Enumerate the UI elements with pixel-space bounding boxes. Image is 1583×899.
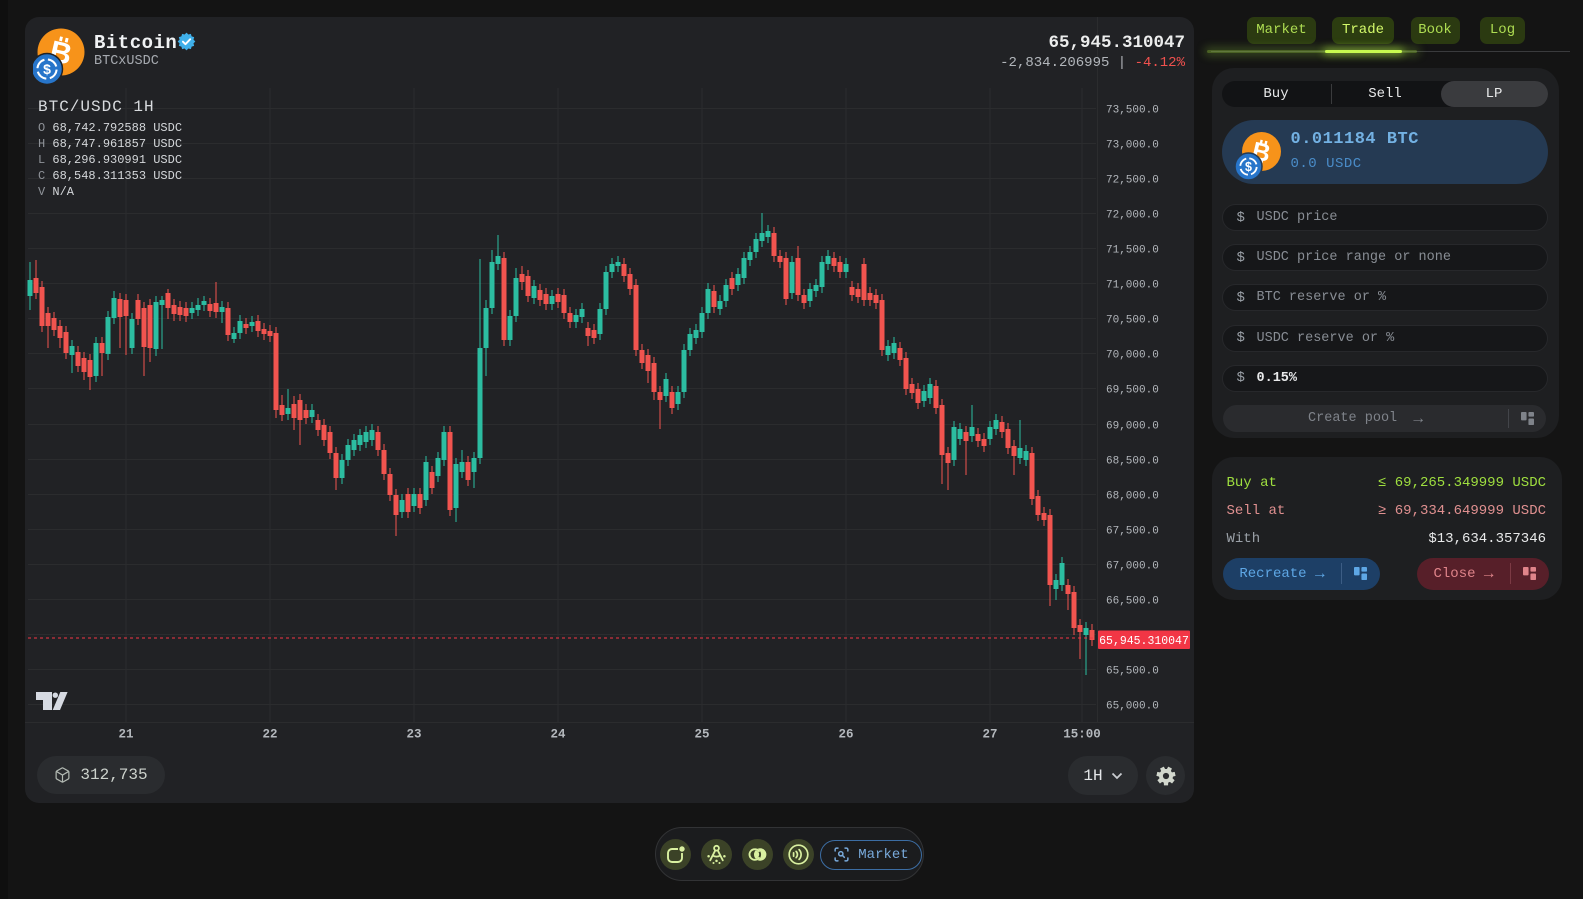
svg-text:27: 27 xyxy=(982,728,997,742)
svg-text:69,000.0: 69,000.0 xyxy=(1106,421,1159,433)
svg-text:26: 26 xyxy=(838,728,853,742)
svg-text:$: $ xyxy=(43,61,51,77)
svg-text:69,500.0: 69,500.0 xyxy=(1106,385,1159,397)
svg-text:68,000.0: 68,000.0 xyxy=(1106,491,1159,503)
svg-text:70,000.0: 70,000.0 xyxy=(1106,350,1159,362)
svg-text:73,500.0: 73,500.0 xyxy=(1106,105,1159,117)
svg-text:73,000.0: 73,000.0 xyxy=(1106,140,1159,152)
svg-text:66,500.0: 66,500.0 xyxy=(1106,596,1159,608)
svg-text:21: 21 xyxy=(118,728,133,742)
svg-text:$: $ xyxy=(1245,160,1252,174)
svg-text:65,500.0: 65,500.0 xyxy=(1106,666,1159,678)
svg-text:68,500.0: 68,500.0 xyxy=(1106,456,1159,468)
svg-text:65,000.0: 65,000.0 xyxy=(1106,701,1159,713)
svg-text:24: 24 xyxy=(550,728,566,742)
svg-text:71,000.0: 71,000.0 xyxy=(1106,280,1159,292)
svg-text:67,500.0: 67,500.0 xyxy=(1106,526,1159,538)
svg-text:70,500.0: 70,500.0 xyxy=(1106,315,1159,327)
svg-text:67,000.0: 67,000.0 xyxy=(1106,561,1159,573)
svg-text:25: 25 xyxy=(694,728,709,742)
svg-text:72,500.0: 72,500.0 xyxy=(1106,175,1159,187)
svg-text:65,945.310047: 65,945.310047 xyxy=(1099,635,1189,648)
svg-text:71,500.0: 71,500.0 xyxy=(1106,245,1159,257)
svg-text:72,000.0: 72,000.0 xyxy=(1106,210,1159,222)
svg-text:15:00: 15:00 xyxy=(1063,728,1101,742)
svg-text:22: 22 xyxy=(262,728,277,742)
svg-text:23: 23 xyxy=(406,728,421,742)
